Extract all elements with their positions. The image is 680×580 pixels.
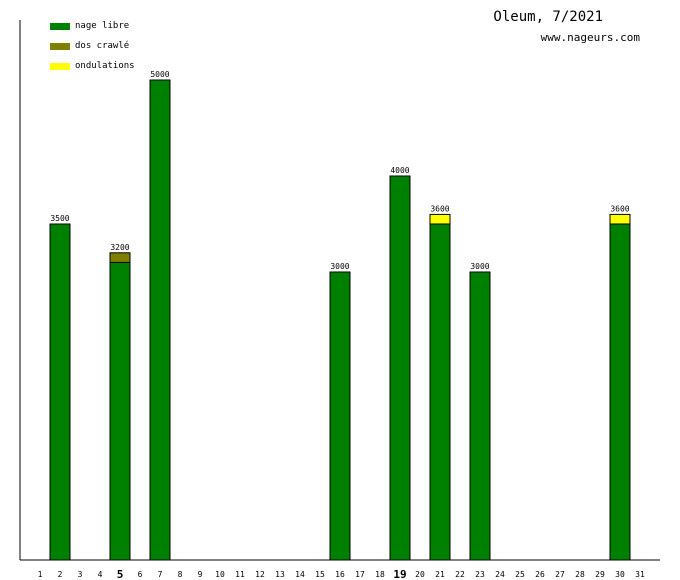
- legend: nage libre dos crawlé ondulations: [50, 16, 135, 76]
- x-tick-label-24: 24: [495, 570, 505, 579]
- total-label-16: 3000: [330, 262, 349, 271]
- bar-7-nage-libre: [149, 79, 171, 561]
- x-tick-label-1: 1: [38, 570, 43, 579]
- bar-30-ondulations: [609, 213, 631, 225]
- x-tick-label-28: 28: [575, 570, 585, 579]
- x-tick-label-11: 11: [235, 570, 245, 579]
- x-tick-label-6: 6: [138, 570, 143, 579]
- bar-16-nage-libre: [329, 271, 351, 561]
- legend-item-nage-libre: nage libre: [50, 16, 135, 36]
- x-tick-label-15: 15: [315, 570, 325, 579]
- legend-swatch: [50, 62, 70, 70]
- total-label-19: 4000: [390, 166, 409, 175]
- legend-swatch: [50, 22, 70, 30]
- x-tick-label-30: 30: [615, 570, 625, 579]
- x-tick-label-4: 4: [98, 570, 103, 579]
- chart-subtitle: www.nageurs.com: [540, 31, 640, 44]
- chart-title: Oleum, 7/2021: [493, 9, 603, 25]
- x-tick-label-14: 14: [295, 570, 305, 579]
- x-tick-label-13: 13: [275, 570, 285, 579]
- bar-23-nage-libre: [469, 271, 491, 561]
- x-tick-label-25: 25: [515, 570, 525, 579]
- bar-2-nage-libre: [49, 223, 71, 561]
- x-tick-label-31: 31: [635, 570, 645, 579]
- legend-item-ondulations: ondulations: [50, 56, 135, 76]
- x-tick-label-12: 12: [255, 570, 265, 579]
- x-tick-label-19: 19: [393, 568, 406, 580]
- total-label-30: 3600: [610, 204, 629, 213]
- x-tick-label-9: 9: [198, 570, 203, 579]
- bar-5-dos-crawlé: [109, 252, 131, 263]
- x-tick-label-26: 26: [535, 570, 545, 579]
- total-label-21: 3600: [430, 204, 449, 213]
- x-tick-label-20: 20: [415, 570, 425, 579]
- x-tick-label-17: 17: [355, 570, 365, 579]
- x-tick-label-21: 21: [435, 570, 445, 579]
- legend-label: dos crawlé: [75, 41, 130, 51]
- x-tick-label-10: 10: [215, 570, 225, 579]
- x-tick-label-23: 23: [475, 570, 485, 579]
- bar-5-nage-libre: [109, 261, 131, 561]
- bar-19-nage-libre: [389, 175, 411, 561]
- total-label-5: 3200: [110, 243, 129, 252]
- x-tick-label-29: 29: [595, 570, 605, 579]
- legend-label: nage libre: [75, 21, 130, 31]
- x-tick-label-8: 8: [178, 570, 183, 579]
- x-tick-label-27: 27: [555, 570, 565, 579]
- bars-group: [49, 79, 631, 561]
- x-tick-label-2: 2: [58, 570, 63, 579]
- total-label-23: 3000: [470, 262, 489, 271]
- total-label-7: 5000: [150, 70, 169, 79]
- x-tick-label-22: 22: [455, 570, 465, 579]
- x-tick-label-3: 3: [78, 570, 83, 579]
- legend-swatch: [50, 42, 70, 50]
- x-tick-label-5: 5: [117, 568, 124, 580]
- bar-30-nage-libre: [609, 223, 631, 561]
- bar-21-nage-libre: [429, 223, 451, 561]
- x-tick-label-16: 16: [335, 570, 345, 579]
- x-tick-label-18: 18: [375, 570, 385, 579]
- legend-label: ondulations: [75, 61, 135, 71]
- total-label-2: 3500: [50, 214, 69, 223]
- x-tick-label-7: 7: [158, 570, 163, 579]
- bar-21-ondulations: [429, 213, 451, 225]
- x-tick-labels-group: 1 2 3 4 5 6 7 8 9 10 11 12 13 14 15 16 17 18 19 20 21 22 23 24 2…: [38, 568, 645, 580]
- total-labels-group: 3500 3200 5000 3000 4000 3600 3000 3600: [50, 70, 629, 271]
- legend-item-dos-crawle: dos crawlé: [50, 36, 135, 56]
